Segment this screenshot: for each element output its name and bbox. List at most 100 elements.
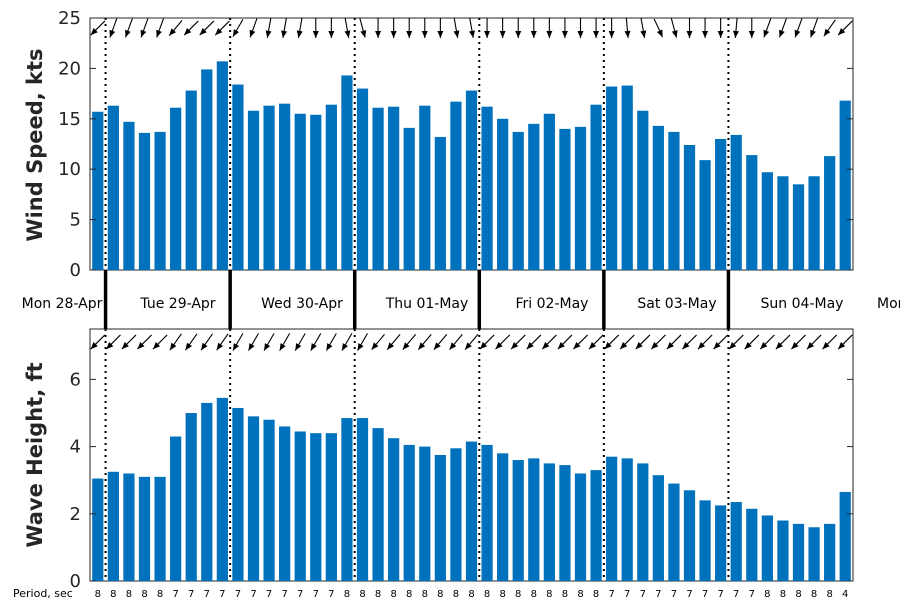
direction-arrow [90,20,106,36]
bar [512,460,524,581]
direction-arrow [495,334,511,350]
period-title: Period, sec [13,587,73,600]
period-value: 7 [624,589,630,600]
direction-arrow [759,334,775,350]
y-tick-label: 5 [70,210,81,231]
bar [372,107,384,270]
direction-arrow [421,18,428,38]
bar [450,101,462,270]
day-label: Mon 28-Apr [22,296,103,312]
bar [92,111,104,270]
period-value: 7 [219,589,225,600]
day-label: Mon [877,296,900,312]
y-tick-label: 10 [58,159,81,180]
direction-arrow [778,18,787,38]
period-value: 8 [562,589,568,600]
period-value: 8 [515,589,521,600]
period-value: 7 [188,589,194,600]
direction-arrow [608,18,615,38]
bar [263,419,275,581]
direction-arrow [386,333,401,351]
bar [216,397,228,581]
bar [232,84,244,270]
bar [403,127,415,270]
period-value: 7 [686,589,692,600]
bar [715,138,727,270]
direction-arrow [464,333,479,351]
bar [170,436,182,581]
bar [559,465,571,581]
period-value: 7 [733,589,739,600]
direction-arrow [310,333,322,351]
y-tick-label: 15 [58,109,81,130]
direction-arrow [791,334,806,350]
bar [294,431,306,581]
direction-arrow [588,334,604,350]
bar [434,136,446,270]
bar [512,131,524,270]
period-value: 7 [172,589,178,600]
period-value: 8 [390,589,396,600]
bar [559,128,571,270]
bar [232,407,244,581]
bar [325,104,337,270]
bar [761,515,773,581]
direction-arrow [359,18,367,38]
day-label: Fri 02-May [516,296,589,312]
direction-arrow [635,334,651,350]
period-value: 8 [795,589,801,600]
direction-arrow [837,334,853,350]
direction-arrow [650,334,666,350]
period-value: 8 [141,589,147,600]
bar [637,463,649,581]
direction-arrow [775,334,791,350]
direction-arrow [624,17,631,39]
direction-arrow [653,18,664,38]
direction-arrow [248,333,259,351]
bar [388,438,400,581]
period-value: 7 [717,589,723,600]
direction-arrow [417,333,432,351]
direction-arrow [279,333,291,351]
bar [668,131,680,270]
direction-arrow [216,333,229,351]
period-value: 7 [749,589,755,600]
bar [481,444,493,581]
direction-arrow [232,19,244,37]
direction-arrow [137,334,152,350]
y-tick-label: 4 [70,437,81,458]
day-strip: Mon 28-Apr Tue 29-Apr Wed 30-Apr Thu 01-May… [22,270,900,329]
bar [777,176,789,270]
wind-ylabel: Wind Speed, kts [23,48,47,241]
direction-arrow [469,18,475,38]
period-value: 7 [313,589,319,600]
bar [746,508,758,581]
period-value: 8 [531,589,537,600]
bar [310,433,322,581]
direction-arrow [822,334,838,350]
bar [730,502,742,581]
bar [637,110,649,271]
direction-arrow [515,18,522,38]
direction-arrow [593,18,600,38]
period-value: 8 [764,589,770,600]
direction-arrow [823,19,836,37]
bar [590,470,602,581]
direction-arrow [837,20,853,36]
bar [138,132,151,270]
bar [761,172,773,270]
bar [621,85,633,270]
direction-arrow [90,334,106,350]
bar [746,155,758,270]
bar [450,448,462,581]
bar [92,478,104,581]
day-label: Thu 01-May [385,296,469,312]
bar [777,520,789,581]
direction-arrow [546,18,553,38]
bar [419,105,431,270]
direction-arrow [328,18,335,38]
direction-arrow [168,19,183,37]
bar [808,176,820,270]
bar [138,476,151,581]
